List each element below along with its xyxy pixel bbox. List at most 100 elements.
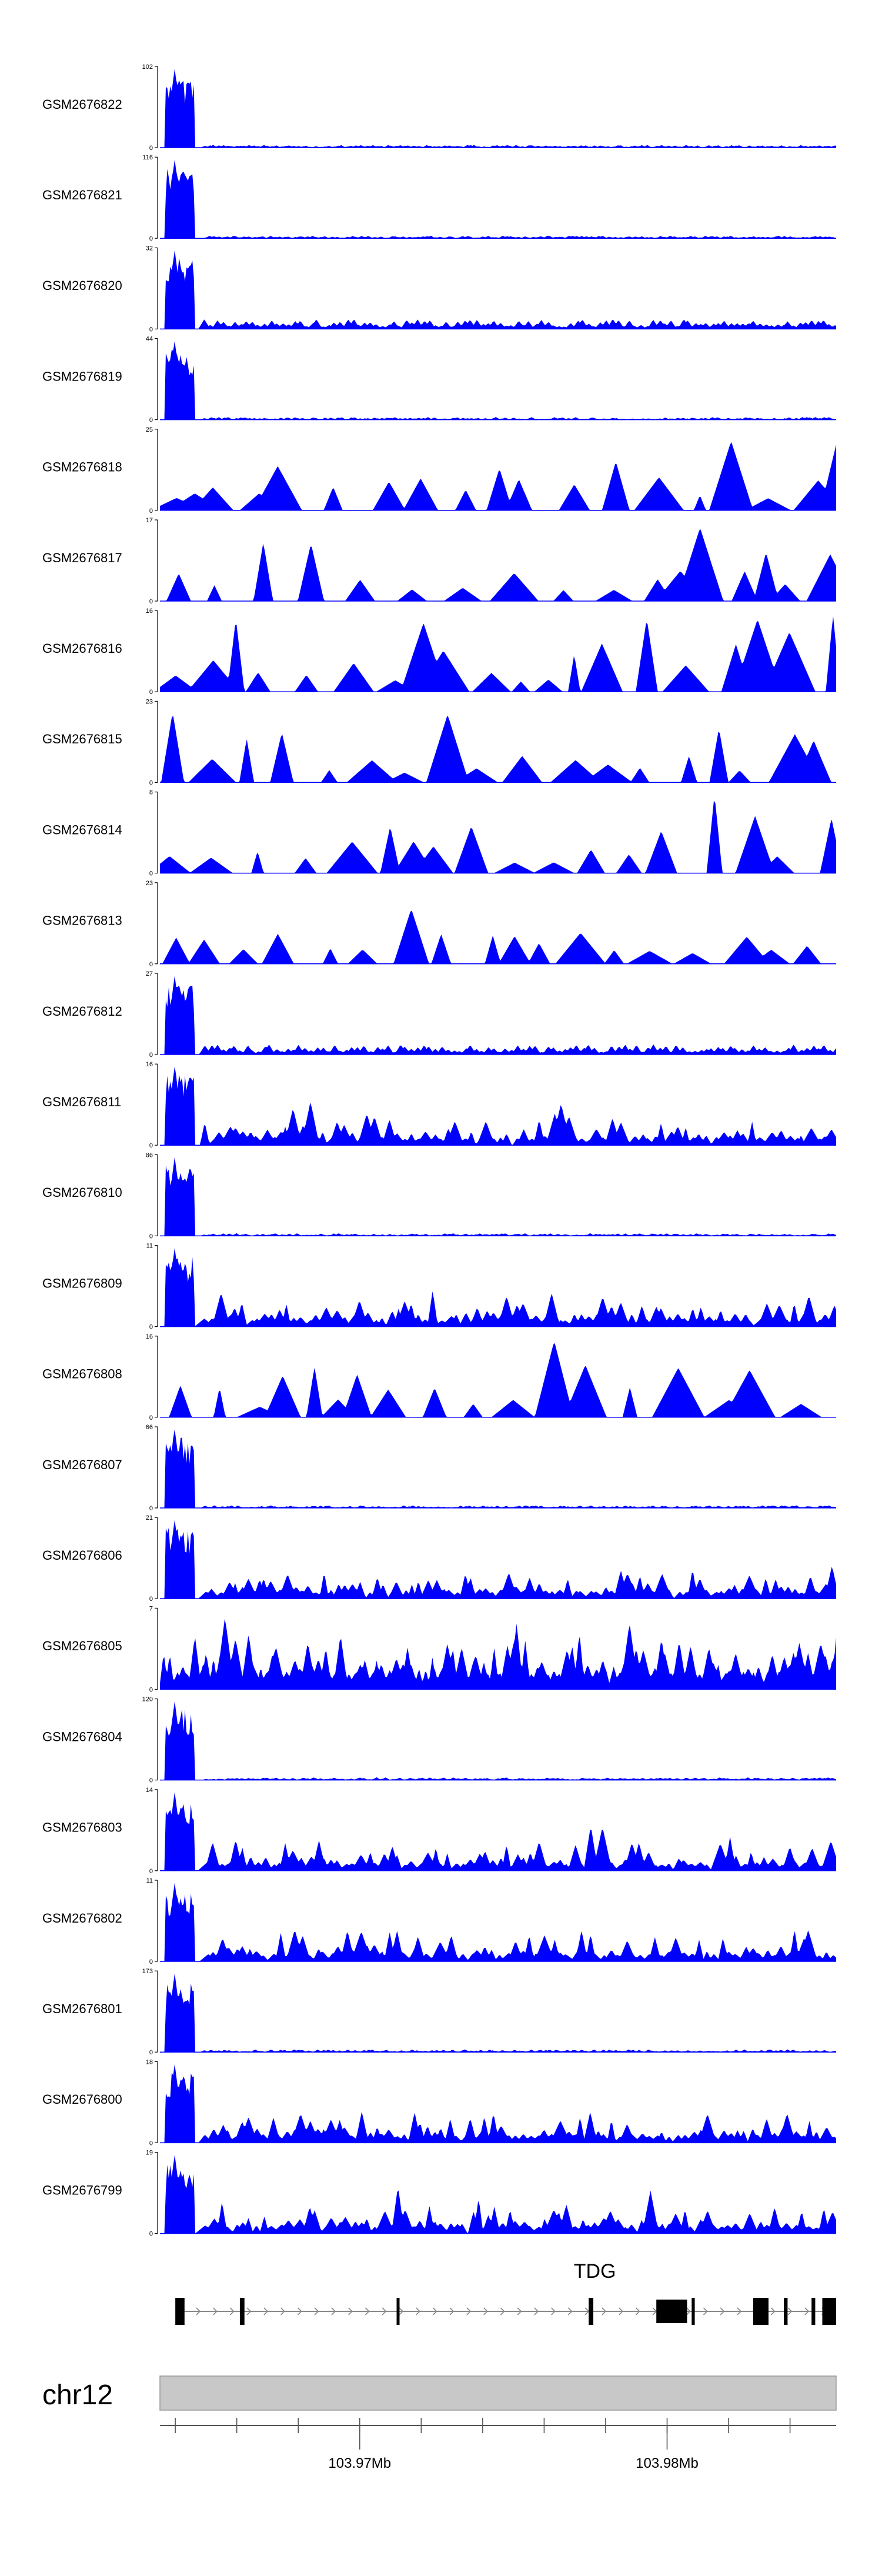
coverage-area bbox=[160, 341, 836, 420]
coverage-track: GSM2676810 86 0 bbox=[42, 1152, 836, 1240]
strand-chevron bbox=[500, 2307, 505, 2315]
ymax-label: 7 bbox=[149, 1605, 153, 1612]
coverage-track: GSM2676814 8 0 bbox=[42, 789, 836, 877]
strand-chevron bbox=[703, 2307, 708, 2315]
track-label: GSM2676821 bbox=[42, 188, 122, 202]
track-label: GSM2676805 bbox=[42, 1639, 122, 1653]
coverage-area bbox=[160, 1429, 836, 1508]
track-label: GSM2676817 bbox=[42, 550, 122, 565]
chromosome-label: chr12 bbox=[42, 2380, 113, 2411]
coverage-area bbox=[160, 1520, 836, 1599]
ymax-label: 44 bbox=[146, 336, 153, 343]
strand-chevron bbox=[196, 2307, 201, 2315]
gene-model: TDG bbox=[175, 2260, 836, 2325]
track-label: GSM2676804 bbox=[42, 1729, 122, 1744]
coverage-track: GSM2676815 23 0 bbox=[42, 698, 836, 786]
coverage-area bbox=[160, 910, 836, 964]
ymax-label: 14 bbox=[146, 1787, 153, 1794]
ymin-label: 0 bbox=[149, 1596, 153, 1603]
exon bbox=[811, 2298, 816, 2325]
ymax-label: 120 bbox=[142, 1696, 153, 1703]
ymax-label: 8 bbox=[149, 789, 153, 796]
coverage-track: GSM2676819 44 0 bbox=[42, 336, 836, 424]
track-label: GSM2676809 bbox=[42, 1276, 122, 1290]
coverage-track: GSM2676816 16 0 bbox=[42, 608, 836, 696]
coverage-track: GSM2676800 18 0 bbox=[42, 2058, 836, 2147]
coverage-area bbox=[160, 442, 836, 510]
ymax-label: 18 bbox=[146, 2058, 153, 2066]
track-label: GSM2676814 bbox=[42, 822, 122, 837]
track-label: GSM2676822 bbox=[42, 97, 122, 112]
chromosome-ideogram-bar bbox=[159, 2375, 837, 2411]
exon bbox=[691, 2298, 695, 2325]
track-label: GSM2676815 bbox=[42, 732, 122, 746]
ymin-label: 0 bbox=[149, 1686, 153, 1693]
ymin-label: 0 bbox=[149, 1052, 153, 1059]
strand-chevron bbox=[348, 2307, 353, 2315]
track-label: GSM2676801 bbox=[42, 2001, 122, 2016]
track-label: GSM2676803 bbox=[42, 1820, 122, 1835]
coverage-area bbox=[160, 1883, 836, 1961]
strand-chevron bbox=[331, 2307, 336, 2315]
ymax-label: 23 bbox=[146, 880, 153, 887]
coverage-track: GSM2676801 173 0 bbox=[42, 1968, 836, 2056]
track-label: GSM2676813 bbox=[42, 913, 122, 928]
coverage-track: GSM2676808 16 0 bbox=[42, 1333, 836, 1422]
strand-chevron bbox=[737, 2307, 742, 2315]
ymin-label: 0 bbox=[149, 2140, 153, 2147]
strand-chevron bbox=[399, 2307, 404, 2315]
strand-chevron bbox=[517, 2307, 522, 2315]
ymax-label: 16 bbox=[146, 1333, 153, 1340]
strand-chevron bbox=[652, 2307, 657, 2315]
ymin-label: 0 bbox=[149, 2231, 153, 2238]
ymin-label: 0 bbox=[149, 1414, 153, 1422]
ymax-label: 16 bbox=[146, 1061, 153, 1068]
strand-chevron bbox=[619, 2307, 623, 2315]
coverage-track: GSM2676803 14 0 bbox=[42, 1787, 836, 1875]
strand-chevron bbox=[263, 2307, 269, 2315]
ymax-label: 27 bbox=[146, 970, 153, 977]
coverage-track: GSM2676804 120 0 bbox=[42, 1696, 836, 1784]
coverage-area bbox=[160, 250, 836, 329]
coverage-area bbox=[160, 800, 836, 873]
track-label: GSM2676820 bbox=[42, 278, 122, 293]
ymin-label: 0 bbox=[149, 779, 153, 786]
strand-chevron bbox=[297, 2307, 302, 2315]
exon bbox=[656, 2300, 687, 2323]
coverage-track: GSM2676817 17 0 bbox=[42, 517, 836, 605]
ymax-label: 25 bbox=[146, 426, 153, 433]
strand-chevron bbox=[635, 2307, 640, 2315]
track-label: GSM2676802 bbox=[42, 1911, 122, 1926]
strand-chevron bbox=[551, 2307, 556, 2315]
coverage-track: GSM2676822 102 0 bbox=[42, 64, 836, 152]
coverage-area bbox=[160, 529, 836, 601]
strand-chevron bbox=[365, 2307, 370, 2315]
strand-chevron bbox=[686, 2307, 691, 2315]
strand-chevron bbox=[584, 2307, 590, 2315]
coverage-track: GSM2676805 7 0 bbox=[42, 1605, 836, 1693]
ymax-label: 16 bbox=[146, 608, 153, 615]
coverage-area bbox=[160, 1343, 836, 1417]
ymin-label: 0 bbox=[149, 417, 153, 424]
strand-chevron bbox=[466, 2307, 472, 2315]
track-label: GSM2676816 bbox=[42, 641, 122, 656]
ymax-label: 23 bbox=[146, 698, 153, 705]
ymax-label: 173 bbox=[142, 1968, 153, 1975]
exon bbox=[784, 2298, 788, 2325]
track-label: GSM2676811 bbox=[42, 1095, 121, 1109]
coverage-area bbox=[160, 1701, 836, 1780]
ymax-label: 66 bbox=[146, 1424, 153, 1431]
track-label: GSM2676810 bbox=[42, 1185, 122, 1200]
ymax-label: 21 bbox=[146, 1514, 153, 1521]
gene-name-label: TDG bbox=[574, 2260, 616, 2283]
strand-chevron bbox=[770, 2307, 776, 2315]
ymax-label: 86 bbox=[146, 1152, 153, 1159]
ymax-label: 11 bbox=[146, 1243, 153, 1250]
ymin-label: 0 bbox=[149, 598, 153, 605]
coverage-track: GSM2676809 11 0 bbox=[42, 1243, 836, 1331]
coverage-area bbox=[160, 1066, 836, 1146]
track-label: GSM2676812 bbox=[42, 1004, 122, 1019]
ymin-label: 0 bbox=[149, 1324, 153, 1331]
strand-chevron bbox=[483, 2307, 488, 2315]
